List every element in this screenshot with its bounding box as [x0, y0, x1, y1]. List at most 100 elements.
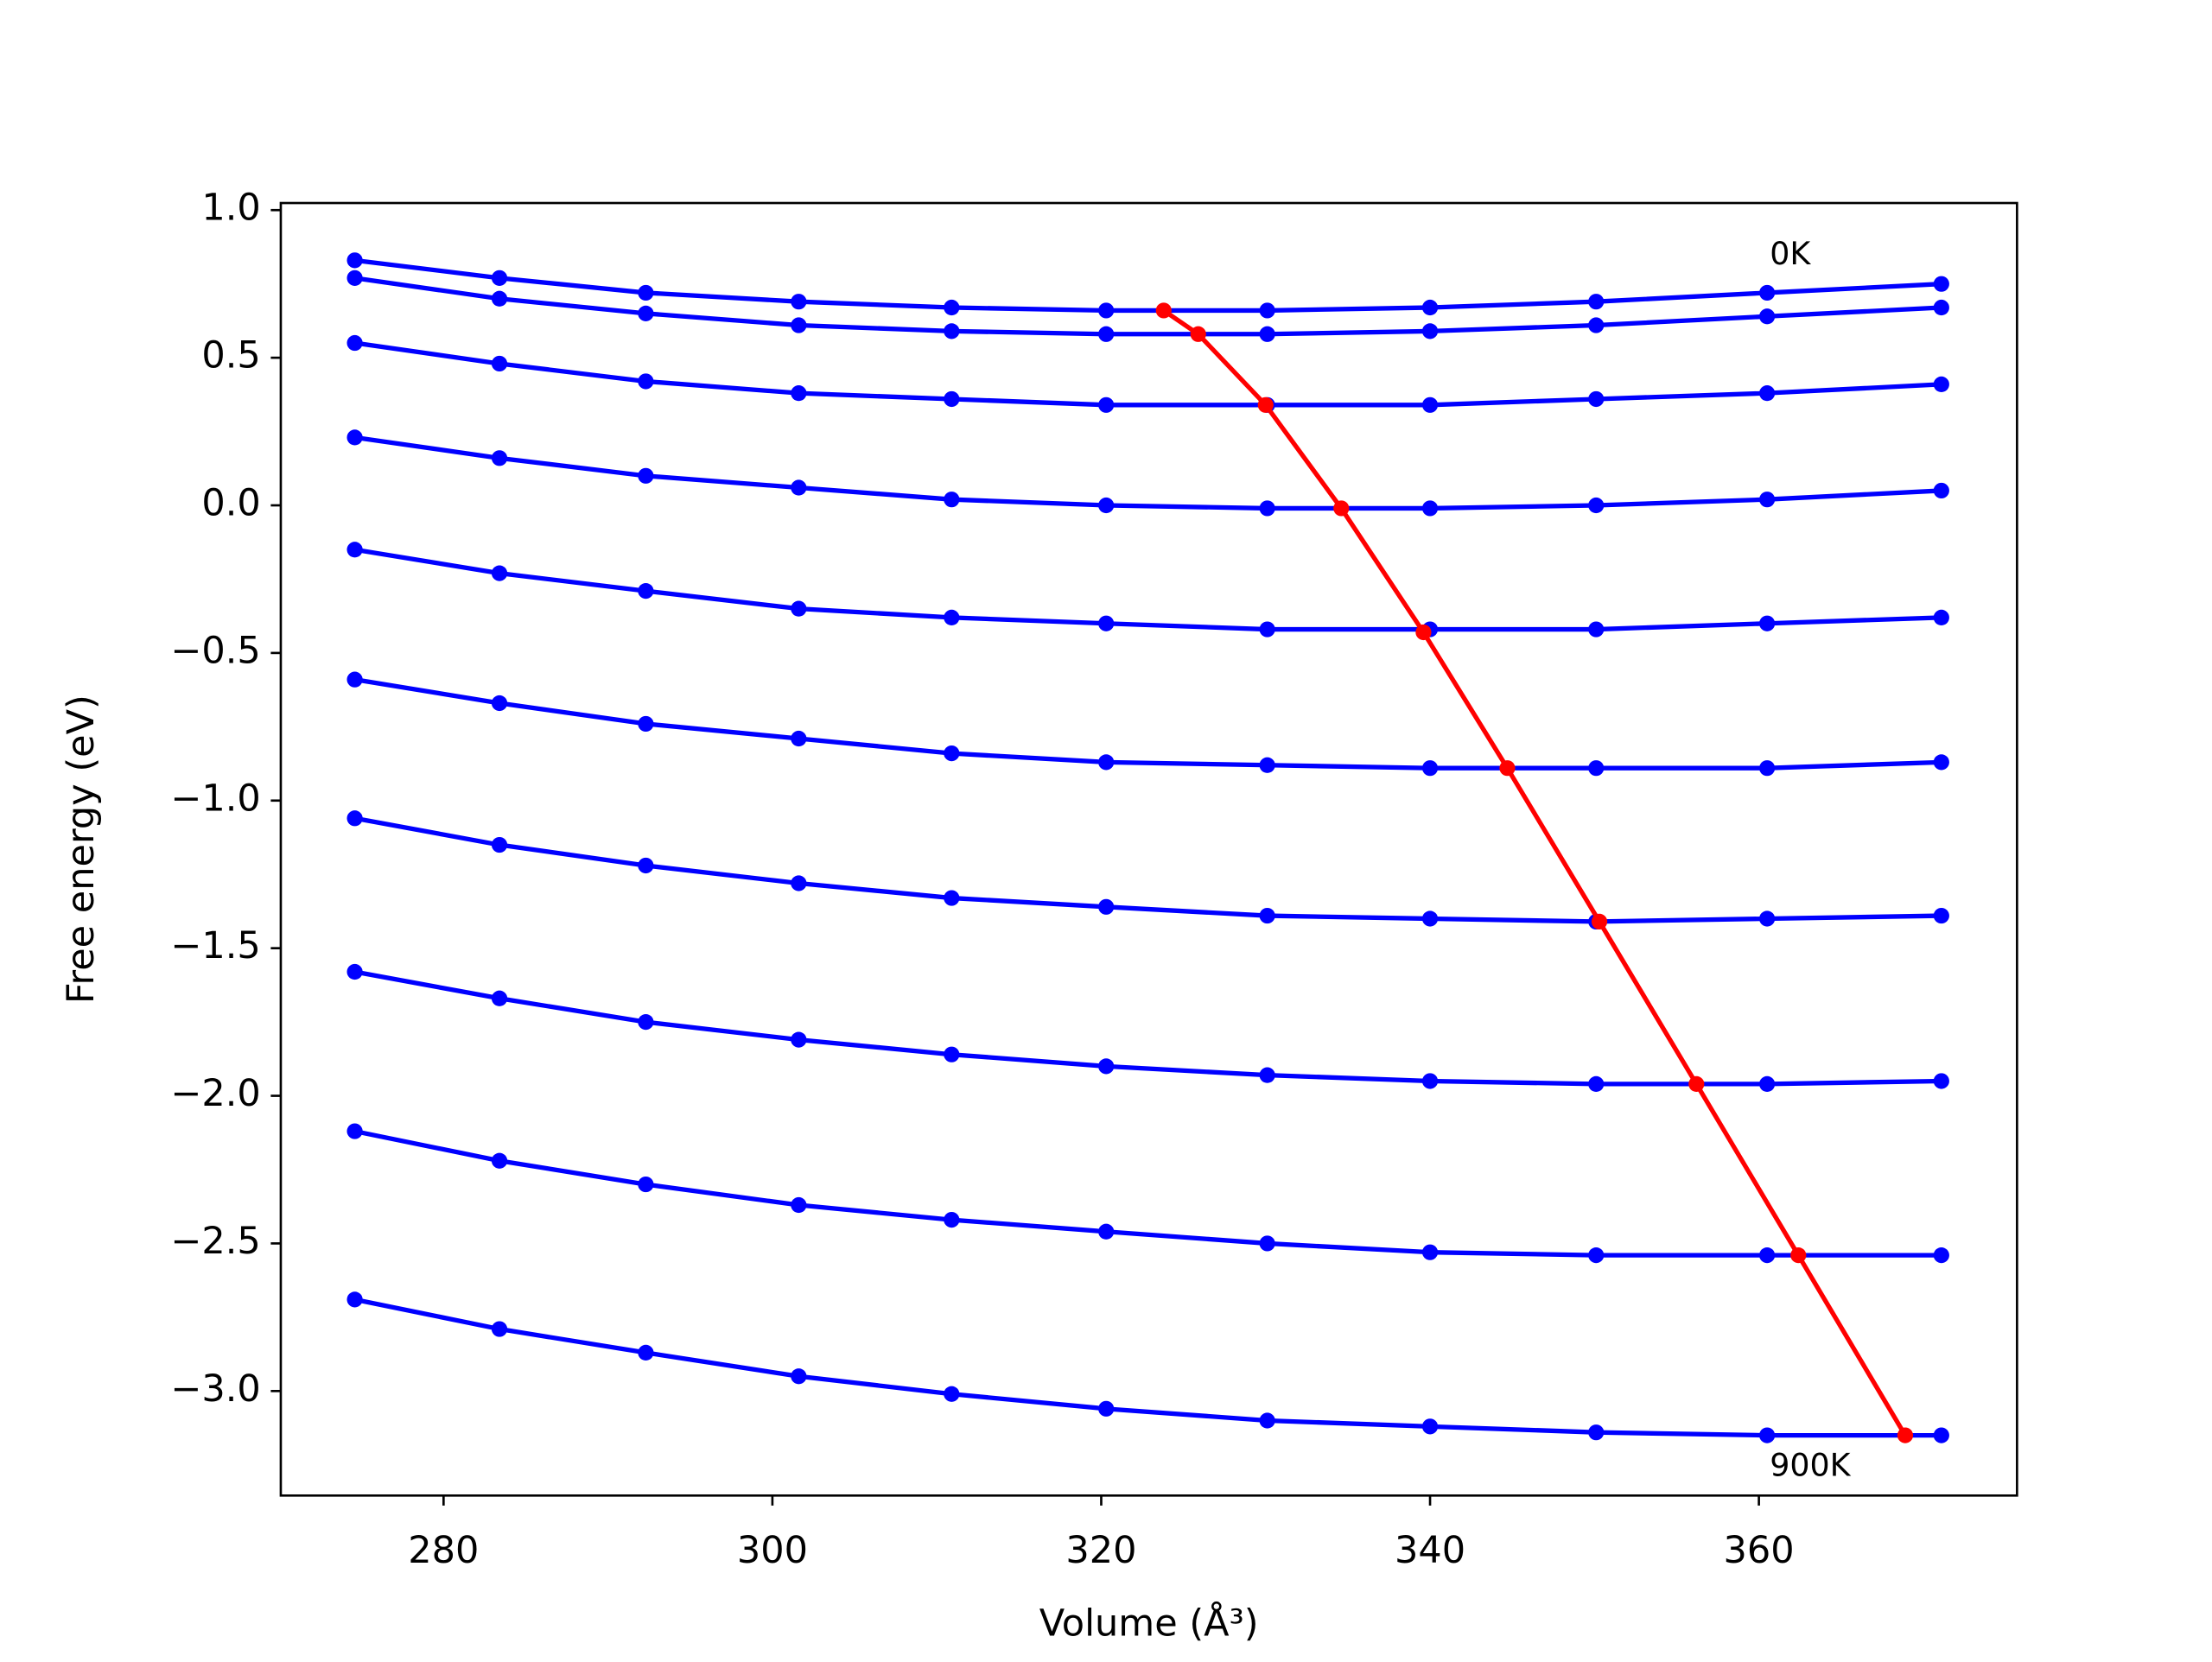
point: [1588, 1075, 1605, 1092]
series-line: [354, 340, 1942, 408]
y-tick-label: −2.0: [170, 1072, 260, 1115]
point: [346, 334, 363, 352]
point: [944, 492, 960, 508]
point: [1421, 760, 1439, 777]
y-tick-label: −1.5: [170, 924, 260, 967]
point: [1098, 898, 1115, 915]
point: [491, 1321, 508, 1337]
point: [638, 467, 654, 484]
point: [1155, 302, 1172, 319]
point: [1933, 1073, 1949, 1089]
point: [1933, 609, 1949, 625]
point: [1190, 326, 1206, 342]
point: [638, 305, 654, 321]
point: [346, 429, 363, 446]
point: [1421, 1418, 1439, 1435]
point: [1759, 308, 1776, 325]
point: [346, 1123, 363, 1139]
point: [1098, 1400, 1115, 1417]
point: [1933, 376, 1949, 392]
series-line: [354, 1297, 1942, 1438]
point: [791, 385, 807, 402]
point: [1933, 276, 1949, 292]
y-tick-label: 0.0: [201, 482, 260, 525]
point: [1259, 907, 1275, 924]
x-tick-label: 340: [1395, 1529, 1465, 1572]
point: [491, 695, 508, 712]
point: [791, 294, 807, 310]
point: [491, 836, 508, 853]
point: [1259, 500, 1275, 517]
point: [1257, 396, 1274, 413]
point: [346, 963, 363, 980]
point: [1588, 497, 1605, 514]
point: [1421, 323, 1439, 339]
series-line: [354, 547, 1942, 632]
series-line: [354, 257, 1942, 314]
point: [1591, 913, 1608, 930]
point: [1759, 760, 1776, 777]
plot-frame: [279, 201, 2018, 1497]
point: [346, 252, 363, 269]
point: [1259, 1067, 1275, 1083]
point: [638, 373, 654, 390]
point: [1759, 1075, 1776, 1092]
point: [1759, 492, 1776, 508]
point: [791, 1368, 807, 1385]
x-tick-label: 300: [737, 1529, 808, 1572]
point: [1259, 1412, 1275, 1429]
point: [1098, 615, 1115, 631]
point: [1421, 910, 1439, 927]
point: [1421, 500, 1439, 517]
point: [1933, 907, 1949, 924]
annotation: 900K: [1770, 1447, 1851, 1484]
point: [1259, 326, 1275, 342]
series-line: [1162, 308, 1908, 1437]
point: [1098, 396, 1115, 413]
series-line: [354, 1128, 1942, 1258]
point: [944, 323, 960, 339]
y-axis-label: Free energy (eV): [60, 695, 103, 1004]
point: [1933, 1427, 1949, 1443]
point: [944, 890, 960, 906]
point: [1415, 624, 1432, 641]
point: [346, 542, 363, 558]
point: [1688, 1075, 1705, 1092]
y-tick-label: −0.5: [170, 629, 260, 672]
point: [491, 565, 508, 581]
point: [1421, 299, 1439, 316]
point: [944, 1386, 960, 1402]
series-line: [354, 677, 1942, 771]
point: [1259, 621, 1275, 638]
point: [1933, 1247, 1949, 1264]
series-line: [354, 969, 1942, 1087]
point: [491, 355, 508, 372]
point: [944, 390, 960, 408]
point: [346, 270, 363, 286]
point: [1588, 390, 1605, 408]
point: [791, 600, 807, 617]
y-tick-label: 0.5: [201, 334, 260, 377]
point: [791, 730, 807, 747]
point: [791, 317, 807, 333]
point: [638, 1344, 654, 1361]
point: [1588, 294, 1605, 310]
point: [1759, 385, 1776, 402]
point: [638, 1014, 654, 1031]
series-line: [354, 435, 1942, 511]
point: [638, 715, 654, 733]
y-tick-label: −1.0: [170, 777, 260, 820]
point: [1259, 757, 1275, 773]
point: [1933, 754, 1949, 771]
point: [1098, 1223, 1115, 1240]
point: [638, 583, 654, 599]
point: [346, 671, 363, 688]
x-tick-label: 320: [1065, 1529, 1136, 1572]
point: [1588, 760, 1605, 777]
point: [346, 810, 363, 827]
point: [1759, 910, 1776, 927]
point: [1790, 1247, 1807, 1264]
point: [791, 875, 807, 891]
